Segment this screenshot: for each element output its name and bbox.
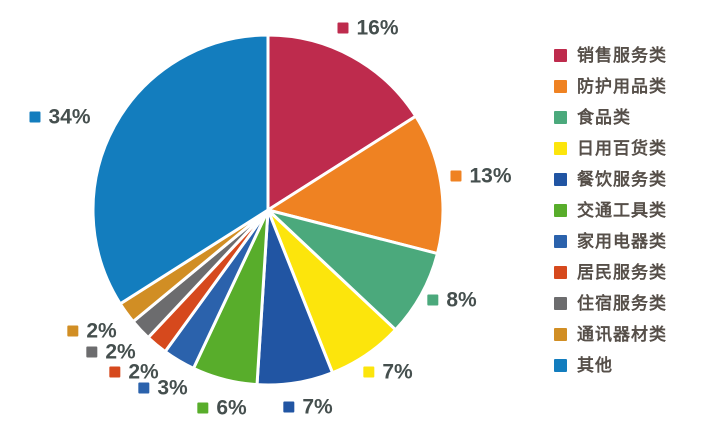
pie-slice-other [91, 33, 270, 306]
legend-swatch-protective-supplies [554, 80, 567, 93]
label-value: 8% [446, 288, 477, 312]
legend-item-transport-tools: 交通工具类 [554, 195, 667, 226]
label-value: 16% [356, 16, 399, 40]
legend-item-resident-services: 居民服务类 [554, 257, 667, 288]
legend-swatch-daily-goods [554, 142, 567, 155]
legend-swatch-communication-equipment [554, 328, 567, 341]
data-label-daily-goods: 7% [363, 360, 413, 384]
legend-item-daily-goods: 日用百货类 [554, 133, 667, 164]
legend-swatch-accommodation-services [554, 297, 567, 310]
label-swatch-food [427, 294, 439, 306]
legend-label: 其他 [577, 356, 613, 375]
legend-swatch-home-appliances [554, 235, 567, 248]
chart-legend: 销售服务类防护用品类食品类日用百货类餐饮服务类交通工具类家用电器类居民服务类住宿… [554, 40, 667, 381]
legend-swatch-resident-services [554, 266, 567, 279]
data-label-accommodation-services: 2% [86, 340, 136, 364]
legend-item-food: 食品类 [554, 102, 667, 133]
legend-item-sales-services: 销售服务类 [554, 40, 667, 71]
pie-slice-protective-supplies [264, 114, 445, 256]
label-swatch-resident-services [109, 366, 121, 378]
label-value: 3% [157, 376, 188, 400]
legend-label: 交通工具类 [577, 201, 667, 220]
label-value: 7% [382, 360, 413, 384]
label-swatch-catering-services [283, 401, 295, 413]
data-label-protective-supplies: 13% [450, 164, 512, 188]
legend-swatch-food [554, 111, 567, 124]
label-swatch-other [29, 111, 41, 123]
pie-slice-sales-services [266, 33, 418, 213]
legend-item-accommodation-services: 住宿服务类 [554, 288, 667, 319]
legend-label: 日用百货类 [577, 139, 667, 158]
legend-swatch-sales-services [554, 49, 567, 62]
legend-label: 家用电器类 [577, 232, 667, 251]
legend-swatch-transport-tools [554, 204, 567, 217]
legend-item-other: 其他 [554, 350, 667, 381]
data-label-catering-services: 7% [283, 395, 333, 419]
label-value: 2% [86, 319, 117, 343]
label-swatch-transport-tools [197, 402, 209, 414]
data-label-resident-services: 2% [109, 360, 159, 384]
legend-label: 销售服务类 [577, 46, 667, 65]
legend-label: 住宿服务类 [577, 294, 667, 313]
data-label-other: 34% [29, 105, 91, 129]
legend-label: 通讯器材类 [577, 325, 667, 344]
legend-label: 食品类 [577, 108, 631, 127]
legend-item-home-appliances: 家用电器类 [554, 226, 667, 257]
label-value: 2% [128, 360, 159, 384]
label-swatch-daily-goods [363, 366, 375, 378]
label-value: 2% [105, 340, 136, 364]
label-swatch-protective-supplies [450, 170, 462, 182]
label-swatch-home-appliances [138, 382, 150, 394]
label-value: 13% [469, 164, 512, 188]
data-label-home-appliances: 3% [138, 376, 188, 400]
legend-label: 餐饮服务类 [577, 170, 667, 189]
legend-swatch-catering-services [554, 173, 567, 186]
label-swatch-sales-services [337, 22, 349, 34]
label-swatch-accommodation-services [86, 346, 98, 358]
label-value: 7% [302, 395, 333, 419]
label-value: 34% [48, 105, 91, 129]
label-swatch-communication-equipment [67, 325, 79, 337]
data-label-communication-equipment: 2% [67, 319, 117, 343]
legend-swatch-other [554, 359, 567, 372]
legend-item-catering-services: 餐饮服务类 [554, 164, 667, 195]
legend-label: 居民服务类 [577, 263, 667, 282]
label-value: 6% [216, 396, 247, 420]
data-label-sales-services: 16% [337, 16, 399, 40]
data-label-transport-tools: 6% [197, 396, 247, 420]
legend-item-communication-equipment: 通讯器材类 [554, 319, 667, 350]
legend-label: 防护用品类 [577, 77, 667, 96]
legend-item-protective-supplies: 防护用品类 [554, 71, 667, 102]
data-label-food: 8% [427, 288, 477, 312]
